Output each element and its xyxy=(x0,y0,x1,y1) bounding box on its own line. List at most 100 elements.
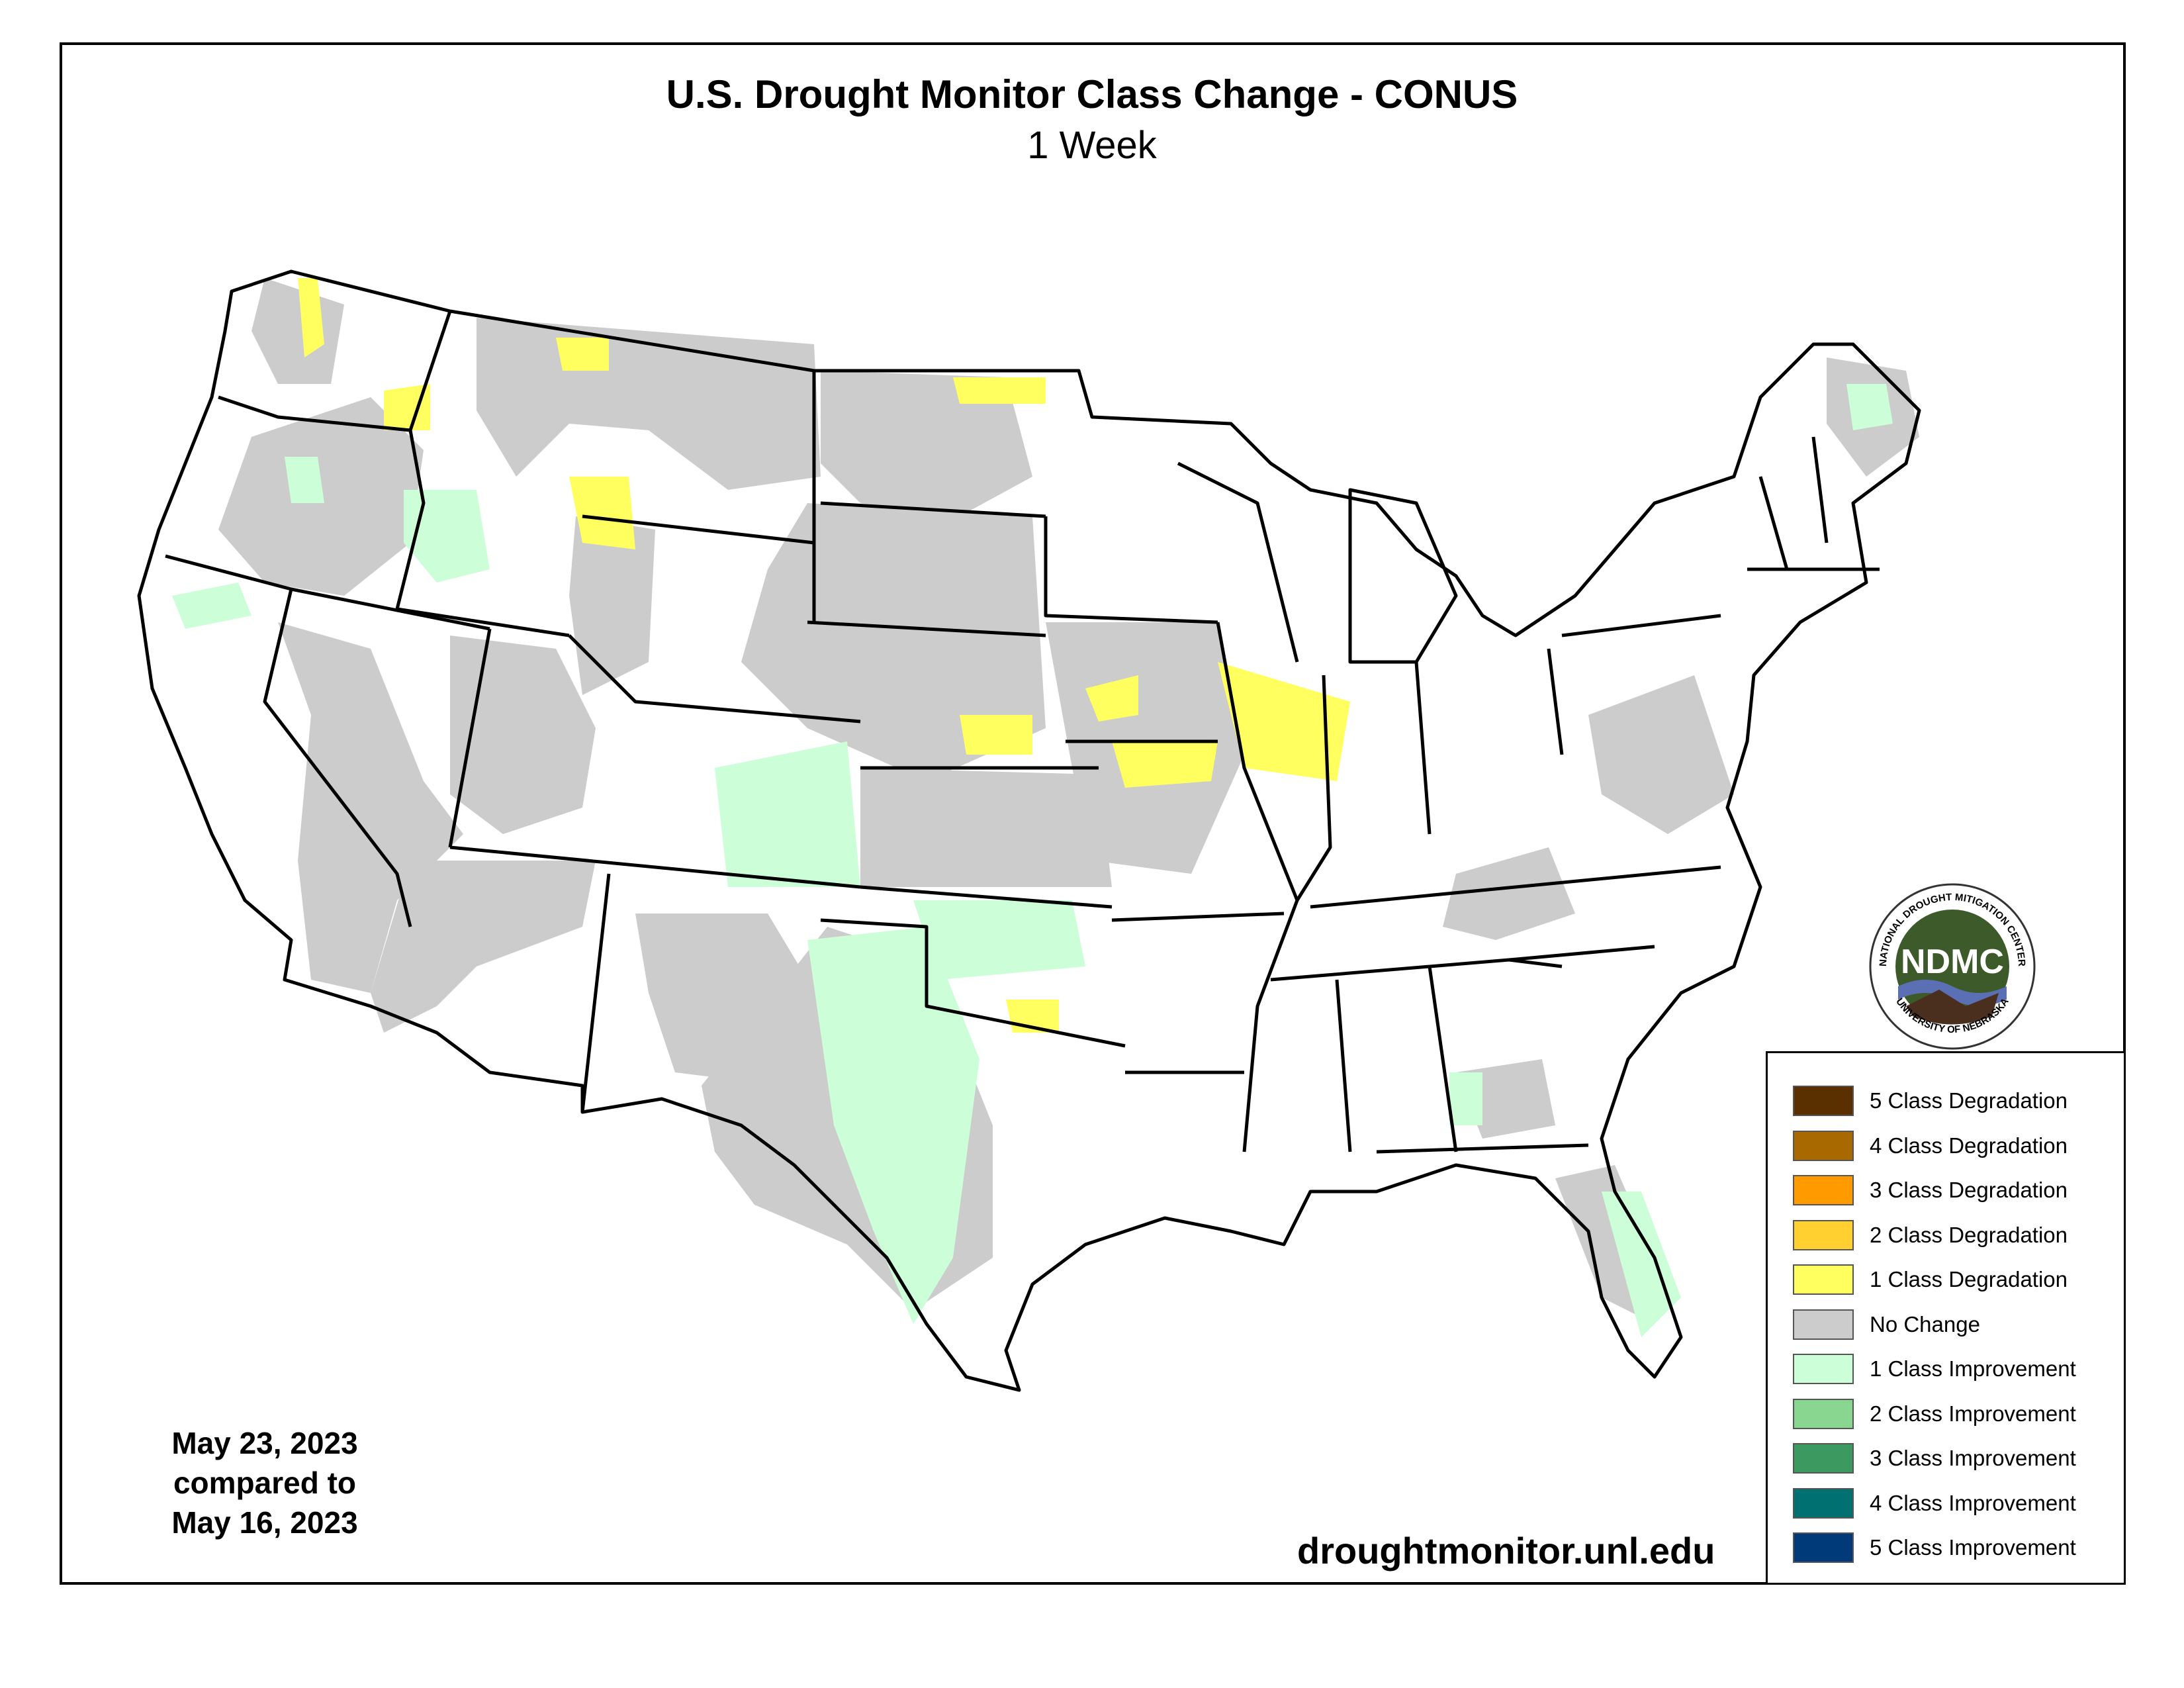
legend-item: 5 Class Degradation xyxy=(1793,1082,2068,1119)
legend-label: 3 Class Improvement xyxy=(1870,1446,2076,1470)
improvement-area-texas xyxy=(807,927,979,1324)
no-change-area-ohio-valley xyxy=(1443,847,1575,940)
border-idaho xyxy=(395,310,570,637)
legend-label: No Change xyxy=(1870,1311,1980,1336)
border-wi-mi xyxy=(1177,461,1299,663)
no-change-area-nevada xyxy=(278,622,463,993)
no-change-area-arizona xyxy=(371,861,596,1033)
border-ne-ks xyxy=(807,620,1113,909)
conus-outline xyxy=(137,269,1921,1392)
no-change-area-mid-atlantic xyxy=(1588,675,1734,834)
date-line-2: compared to xyxy=(173,1466,357,1500)
border-new-england xyxy=(1747,436,1880,571)
date-block: May 23, 2023 compared to May 16, 2023 xyxy=(113,1423,417,1542)
no-change-area-sd-ne xyxy=(741,503,1046,781)
border-nv-ut xyxy=(448,628,492,848)
border-sc-nc xyxy=(1508,945,1655,962)
improvement-areas xyxy=(172,384,1893,1337)
legend-swatch xyxy=(1793,1130,1854,1161)
legend-label: 2 Class Improvement xyxy=(1870,1401,2076,1426)
border-wy-co xyxy=(568,634,861,724)
border-mt-wy xyxy=(582,514,815,545)
border-mo-ar xyxy=(1111,912,1285,922)
legend-item: 5 Class Improvement xyxy=(1793,1529,2076,1566)
legend-item: 1 Class Degradation xyxy=(1793,1261,2068,1298)
legend-item: 2 Class Improvement xyxy=(1793,1395,2076,1432)
improvement-area-georgia xyxy=(1449,1072,1482,1125)
improvement-area-florida xyxy=(1602,1192,1681,1337)
border-in-oh xyxy=(1414,661,1432,835)
border-tn-south xyxy=(1270,958,1563,982)
degradation-area-illinois xyxy=(1218,662,1350,781)
degradation-area-nd xyxy=(953,377,1046,404)
no-change-area-utah xyxy=(450,635,596,834)
degradation-area-kansas xyxy=(960,715,1032,755)
degradation-area-iowa xyxy=(1085,675,1138,722)
border-mi xyxy=(1348,488,1458,664)
legend-label: 2 Class Degradation xyxy=(1870,1222,2068,1247)
border-al-ga xyxy=(1335,966,1458,1152)
map-title: U.S. Drought Monitor Class Change - CONU… xyxy=(666,72,1518,117)
legend-label: 1 Class Degradation xyxy=(1870,1267,2068,1291)
legend-item: 3 Class Improvement xyxy=(1793,1440,2076,1477)
legend-label: 4 Class Improvement xyxy=(1870,1490,2076,1515)
legend-item: 2 Class Degradation xyxy=(1793,1217,2068,1254)
border-oh-pa xyxy=(1547,648,1564,755)
legend-label: 4 Class Degradation xyxy=(1870,1133,2068,1158)
legend-swatch xyxy=(1793,1219,1854,1250)
legend-label: 5 Class Improvement xyxy=(1870,1535,2076,1560)
border-ga-fl xyxy=(1376,1143,1589,1154)
improvement-area-oklahoma xyxy=(913,900,1085,980)
border-ut-co xyxy=(449,845,861,889)
border-az-nm xyxy=(580,873,611,1113)
logo-water xyxy=(1898,980,2007,1006)
no-change-area-dakotas xyxy=(821,371,1032,516)
degradation-area-montana-north xyxy=(556,338,609,371)
date-line-3: May 16, 2023 xyxy=(171,1505,358,1540)
degradation-area-idaho xyxy=(384,384,430,430)
border-wa-or xyxy=(218,395,411,432)
improvement-area-colorado xyxy=(715,741,860,887)
legend-label: 1 Class Improvement xyxy=(1870,1356,2076,1381)
legend-swatch xyxy=(1793,1264,1854,1295)
improvement-area-oregon xyxy=(285,457,324,503)
legend-swatch xyxy=(1793,1532,1854,1563)
border-ok-tx xyxy=(820,918,1126,1048)
date-line-1: May 23, 2023 xyxy=(171,1426,358,1460)
legend-swatch xyxy=(1793,1354,1854,1384)
degradation-area-wa xyxy=(298,278,324,357)
border-ny-pa xyxy=(1561,614,1721,637)
state-borders xyxy=(137,269,1921,1392)
improvement-area-idaho xyxy=(404,490,490,583)
map-subtitle: 1 Week xyxy=(1027,124,1157,167)
legend-swatch xyxy=(1793,1443,1854,1474)
legend-label: 5 Class Degradation xyxy=(1870,1088,2068,1113)
legend-item: 1 Class Improvement xyxy=(1793,1350,2076,1387)
no-change-areas xyxy=(218,278,1919,1317)
legend-swatch xyxy=(1793,1487,1854,1519)
legend-item: 4 Class Degradation xyxy=(1793,1127,2068,1164)
improvement-area-ca-north xyxy=(172,583,251,629)
no-change-area-wa xyxy=(251,278,344,384)
ndmc-logo: NDMC NATIONAL DROUGHT MITIGATION CENTER … xyxy=(1869,883,2036,1050)
border-tn-ky xyxy=(1310,865,1721,909)
legend-item: 4 Class Improvement xyxy=(1793,1485,2076,1522)
legend-swatch xyxy=(1793,1086,1854,1116)
website-link[interactable]: droughtmonitor.unl.edu xyxy=(1297,1530,1715,1571)
degradation-area-montana-sw xyxy=(569,477,635,549)
legend-label: 3 Class Degradation xyxy=(1870,1178,2068,1202)
legend-item: No Change xyxy=(1793,1306,1980,1343)
border-dakotas xyxy=(812,371,1046,622)
border-il-in xyxy=(1295,675,1332,902)
improvement-area-maine xyxy=(1846,384,1893,430)
no-change-area-wyoming xyxy=(569,516,655,695)
border-ca-nv xyxy=(263,588,412,927)
legend-swatch xyxy=(1793,1175,1854,1205)
legend: 5 Class Degradation 4 Class Degradation 3 … xyxy=(1766,1051,2126,1585)
no-change-area-kansas xyxy=(860,768,1112,887)
degradation-area-missouri xyxy=(1112,741,1218,788)
legend-swatch xyxy=(1793,1398,1854,1429)
border-mn-ia xyxy=(1044,516,1218,624)
logo-land xyxy=(1906,990,1999,1025)
